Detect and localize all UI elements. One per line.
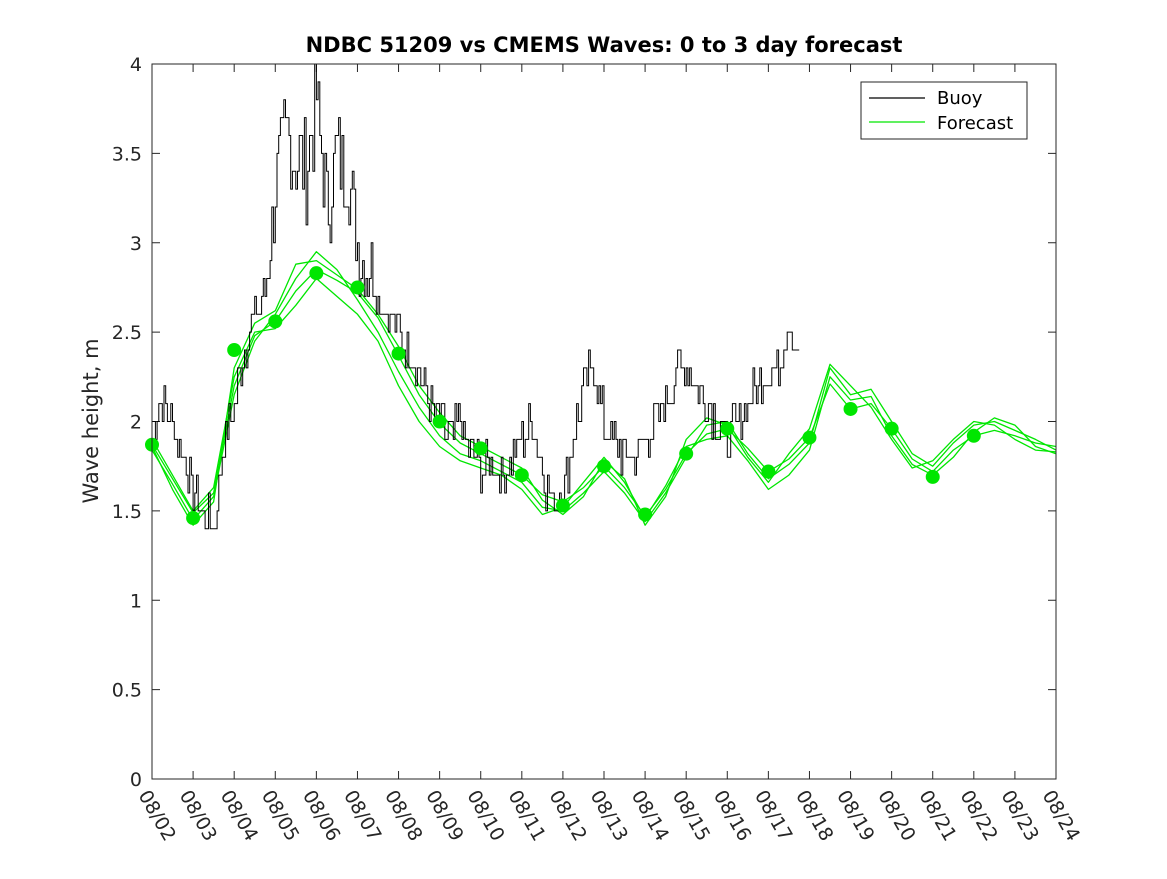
axes-box <box>151 63 1057 780</box>
forecast-series-line <box>151 277 1057 519</box>
legend-box <box>860 81 1028 140</box>
forecast-marker <box>391 346 406 361</box>
x-tick-label: 08/22 <box>955 787 1001 845</box>
forecast-markers <box>145 266 981 526</box>
y-tick-label: 1.5 <box>112 501 142 523</box>
x-tick-label: 08/03 <box>175 787 221 845</box>
y-tick-label: 3.5 <box>112 143 142 165</box>
x-tick-label: 08/11 <box>503 787 549 845</box>
forecast-marker <box>884 421 899 436</box>
forecast-marker <box>925 469 940 484</box>
x-tick-label: 08/02 <box>134 787 180 845</box>
x-tick-label: 08/08 <box>380 787 426 845</box>
forecast-marker <box>761 464 776 479</box>
x-tick-label: 08/15 <box>668 787 714 845</box>
x-tick-label: 08/07 <box>339 787 385 845</box>
x-tick-label: 08/13 <box>586 787 632 845</box>
forecast-marker <box>843 401 858 416</box>
forecast-marker <box>186 511 201 526</box>
chart-title: NDBC 51209 vs CMEMS Waves: 0 to 3 day fo… <box>306 33 903 57</box>
y-tick-label: 3 <box>130 233 142 255</box>
x-tick-label: 08/05 <box>257 787 303 845</box>
forecast-marker <box>268 314 283 329</box>
forecast-marker <box>227 343 242 357</box>
forecast-marker <box>638 507 653 522</box>
x-tick-label: 08/10 <box>462 787 508 845</box>
forecast-marker <box>309 266 324 281</box>
forecast-marker <box>473 441 488 456</box>
x-tick-label: 08/06 <box>298 787 344 845</box>
x-tick-label: 08/23 <box>997 787 1043 845</box>
forecast-marker <box>966 428 981 443</box>
y-tick-label: 2.5 <box>112 322 142 344</box>
buoy-line <box>152 63 800 530</box>
y-tick-label: 0.5 <box>112 680 142 702</box>
x-tick-label: 08/16 <box>709 787 755 845</box>
forecast-marker <box>350 280 365 295</box>
x-tick-label: 08/18 <box>791 787 837 845</box>
legend-label-forecast: Forecast <box>937 113 1013 134</box>
legend: Buoy Forecast <box>860 81 1028 140</box>
x-tick-label: 08/04 <box>216 787 262 845</box>
forecast-marker <box>802 430 817 445</box>
legend-label-buoy: Buoy <box>937 88 983 109</box>
forecast-marker <box>514 468 529 483</box>
y-axis-ticks: 0 0.5 1 1.5 2 2.5 3 3.5 4 <box>112 54 1056 791</box>
forecast-marker <box>720 421 735 436</box>
forecast-marker <box>432 414 447 429</box>
x-tick-label: 08/20 <box>873 787 919 845</box>
forecast-marker <box>679 446 694 461</box>
y-tick-label: 4 <box>130 54 142 76</box>
forecast-marker <box>597 459 611 474</box>
x-tick-label: 08/14 <box>627 787 673 845</box>
x-tick-label: 08/12 <box>545 787 591 845</box>
x-tick-label: 08/21 <box>914 787 960 845</box>
y-tick-label: 0 <box>130 769 142 791</box>
x-tick-label: 08/24 <box>1038 787 1084 845</box>
y-axis-label: Wave height, m <box>79 338 103 503</box>
buoy-line-group <box>152 63 800 530</box>
y-tick-label: 1 <box>130 590 142 612</box>
forecast-marker <box>555 498 570 513</box>
x-tick-label: 08/09 <box>421 787 467 845</box>
x-tick-label: 08/19 <box>832 787 878 845</box>
x-tick-label: 08/17 <box>750 787 796 845</box>
y-tick-label: 2 <box>130 412 142 434</box>
